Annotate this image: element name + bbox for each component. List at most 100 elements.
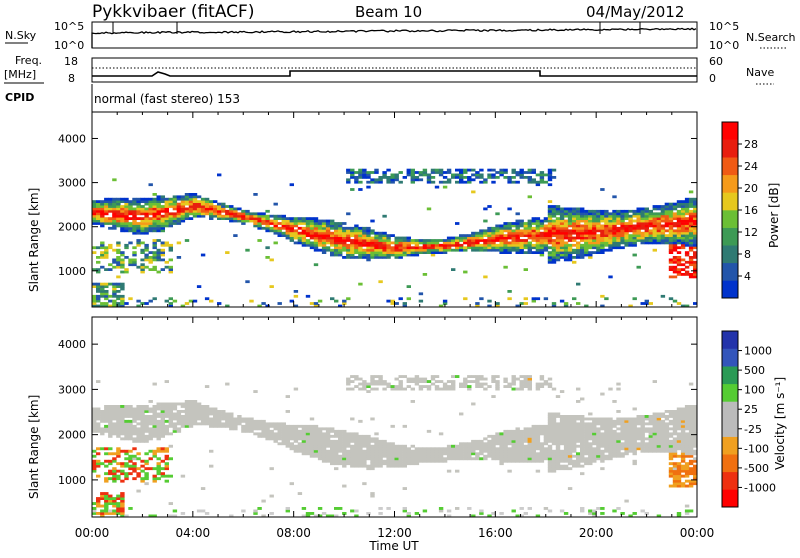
heatmap-cell	[620, 434, 625, 438]
heatmap-cell	[684, 412, 690, 416]
heatmap-cell	[499, 432, 504, 436]
heatmap-cell	[386, 243, 391, 247]
heatmap-cell	[289, 429, 294, 433]
heatmap-cell	[616, 444, 621, 448]
heatmap-cell	[321, 442, 327, 446]
heatmap-cell	[547, 449, 553, 453]
noise-sky-label: N.Sky	[5, 29, 37, 42]
heatmap-cell	[455, 243, 460, 247]
heatmap-cell	[144, 197, 149, 201]
heatmap-cell	[100, 290, 105, 293]
heatmap-cell	[664, 236, 670, 240]
heatmap-cell	[354, 439, 359, 443]
heatmap-cell	[519, 429, 524, 433]
heatmap-cell	[382, 447, 387, 451]
heatmap-cell	[334, 251, 339, 254]
heatmap-cell	[680, 407, 686, 411]
heatmap-cell	[644, 422, 649, 426]
heatmap-cell	[414, 447, 420, 451]
heatmap-cell	[487, 447, 492, 451]
heatmap-cell	[148, 417, 153, 421]
heatmap-cell	[680, 412, 686, 416]
heatmap-cell	[684, 472, 690, 476]
heatmap-cell	[370, 439, 375, 443]
heatmap-cell	[604, 449, 609, 453]
heatmap-cell	[676, 263, 682, 267]
heatmap-cell	[479, 239, 484, 242]
heatmap-cell	[555, 462, 561, 466]
heatmap-cell	[342, 236, 347, 240]
heatmap-cell	[402, 447, 407, 451]
heatmap-cell	[148, 299, 153, 303]
heatmap-cell	[624, 222, 629, 225]
heatmap-cell	[184, 197, 190, 201]
heatmap-cell	[229, 422, 234, 426]
heatmap-cell	[572, 209, 577, 213]
heatmap-cell	[422, 449, 428, 453]
heatmap-cell	[257, 226, 262, 230]
heatmap-cell	[672, 231, 678, 235]
heatmap-cell	[374, 382, 379, 386]
heatmap-cell	[160, 268, 165, 271]
heatmap-cell	[523, 382, 528, 386]
heatmap-cell	[184, 193, 190, 196]
heatmap-cell	[608, 452, 613, 456]
heatmap-cell	[358, 251, 363, 254]
heatmap-cell	[555, 452, 561, 456]
freq-right-tick-bottom: 0	[709, 72, 716, 85]
heatmap-cell	[358, 452, 363, 456]
heatmap-cell	[100, 302, 105, 305]
heatmap-cell	[366, 243, 371, 247]
heatmap-cell	[668, 217, 674, 220]
heatmap-cell	[132, 219, 137, 223]
heatmap-cell	[108, 407, 113, 411]
heatmap-cell	[693, 464, 698, 468]
heatmap-cell	[668, 222, 674, 225]
heatmap-cell	[152, 226, 157, 230]
heatmap-cell	[418, 387, 424, 391]
heatmap-cell	[152, 405, 157, 408]
heatmap-cell	[676, 422, 682, 426]
heatmap-cell	[124, 415, 129, 418]
heatmap-cell	[285, 222, 290, 225]
heatmap-cell	[451, 380, 456, 383]
heatmap-cell	[539, 377, 545, 381]
heatmap-cell	[652, 439, 657, 443]
heatmap-cell	[136, 205, 141, 208]
heatmap-cell	[580, 239, 585, 242]
heatmap-cell	[676, 236, 682, 240]
heatmap-cell	[402, 387, 407, 391]
heatmap-cell	[152, 434, 157, 438]
heatmap-cell	[152, 467, 157, 471]
heatmap-cell	[104, 282, 109, 286]
heatmap-cell	[648, 214, 653, 218]
heatmap-cell	[92, 209, 97, 213]
heatmap-cell	[555, 226, 561, 230]
heatmap-cell	[628, 417, 633, 421]
heatmap-cell	[334, 507, 339, 510]
heatmap-cell	[511, 231, 516, 235]
heatmap-cell	[213, 412, 218, 416]
heatmap-cell	[499, 439, 504, 443]
heatmap-cell	[672, 427, 678, 431]
heatmap-cell	[374, 462, 379, 466]
heatmap-cell	[354, 243, 359, 247]
heatmap-cell	[418, 248, 424, 252]
heatmap-cell	[394, 447, 399, 451]
heatmap-cell	[547, 258, 553, 262]
heatmap-cell	[495, 449, 500, 453]
heatmap-cell	[507, 432, 512, 436]
heatmap-cell	[668, 427, 674, 431]
noise-left-tick-bottom: 10^0	[54, 39, 84, 52]
heatmap-cell	[350, 375, 355, 378]
heatmap-cell	[350, 437, 355, 441]
heatmap-cell	[463, 234, 468, 237]
heatmap-cell	[160, 205, 165, 208]
heatmap-cell	[551, 219, 557, 223]
heatmap-cell	[406, 239, 411, 242]
heatmap-cell	[471, 239, 476, 242]
heatmap-cell	[229, 209, 234, 213]
heatmap-cell	[503, 432, 508, 436]
heatmap-cell	[342, 434, 347, 438]
heatmap-cell	[140, 422, 145, 426]
